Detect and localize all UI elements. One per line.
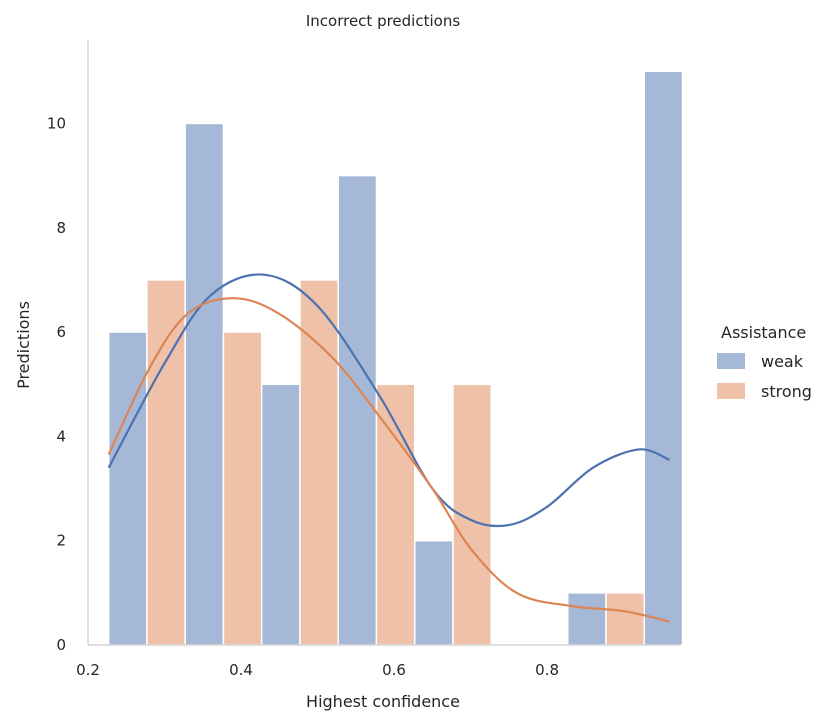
bar-strong <box>146 279 186 646</box>
x-axis-label: Highest confidence <box>306 692 460 711</box>
y-axis-label: Predictions <box>14 301 33 389</box>
legend-label-weak: weak <box>761 352 804 371</box>
y-tick-label: 2 <box>56 532 66 550</box>
legend-label-strong: strong <box>761 382 812 401</box>
kde-curves-layer <box>107 273 670 623</box>
bar-strong <box>299 279 339 646</box>
bar-weak <box>337 174 378 646</box>
x-tick-label: 0.2 <box>76 661 100 679</box>
legend-swatch-weak <box>717 353 745 369</box>
y-tick-label: 8 <box>56 219 66 237</box>
chart-title: Incorrect predictions <box>306 12 460 30</box>
bar-weak <box>260 383 301 646</box>
y-tick-label: 0 <box>56 636 66 654</box>
bar-weak <box>184 122 225 646</box>
bar-weak <box>413 539 454 646</box>
legend-title: Assistance <box>721 323 806 342</box>
y-tick-label: 4 <box>56 427 66 445</box>
x-tick-label: 0.6 <box>382 661 406 679</box>
x-tick-label: 0.4 <box>229 661 253 679</box>
y-tick-label: 10 <box>47 114 66 132</box>
bar-strong <box>605 592 646 646</box>
bar-weak <box>643 70 684 646</box>
x-tick-label: 0.8 <box>535 661 559 679</box>
bars-layer <box>107 70 684 646</box>
y-tick-label: 6 <box>56 323 66 341</box>
bar-strong <box>222 331 263 646</box>
legend: Assistance weak strong <box>717 323 812 401</box>
y-tick-labels: 0 2 4 6 8 10 <box>47 114 66 654</box>
kde-curve-strong <box>107 297 670 623</box>
bar-weak <box>567 592 607 646</box>
x-tick-labels: 0.2 0.4 0.6 0.8 <box>76 661 559 679</box>
legend-swatch-strong <box>717 383 745 399</box>
bar-weak <box>107 331 148 646</box>
bar-strong <box>375 383 416 646</box>
